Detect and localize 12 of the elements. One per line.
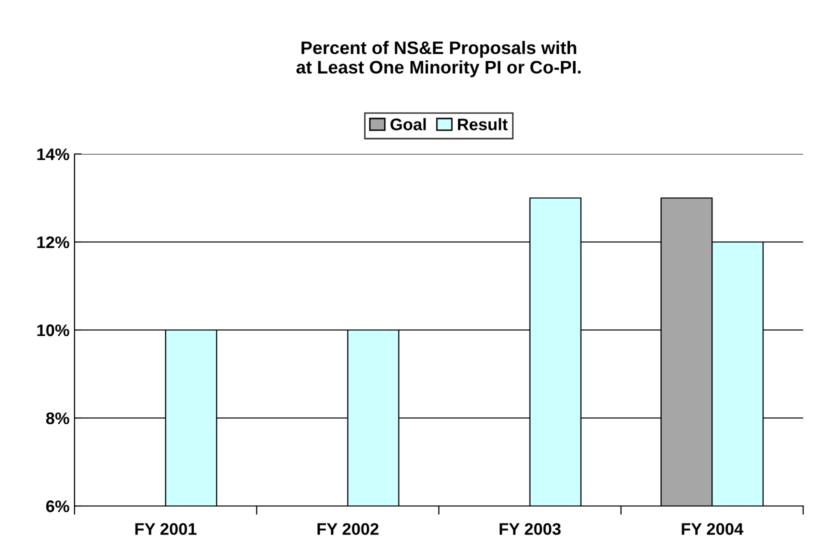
x-tick-label: FY 2003 xyxy=(500,523,561,535)
y-tick-label: 8% xyxy=(46,412,70,424)
y-tick-label: 6% xyxy=(46,500,70,512)
x-tick-label: FY 2002 xyxy=(318,523,378,535)
y-tick-label: 10% xyxy=(37,324,70,336)
chart-title: Percent of NS&E Proposals with at Least One Minority PI or Co-PI. xyxy=(296,40,581,78)
y-tick-label: 14% xyxy=(37,148,70,160)
legend-label: Result xyxy=(458,118,508,130)
legend-label: Goal xyxy=(390,118,426,130)
y-tick-label: 12% xyxy=(37,236,70,248)
x-tick-label: FY 2004 xyxy=(682,523,744,535)
x-tick-label: FY 2001 xyxy=(135,523,196,535)
